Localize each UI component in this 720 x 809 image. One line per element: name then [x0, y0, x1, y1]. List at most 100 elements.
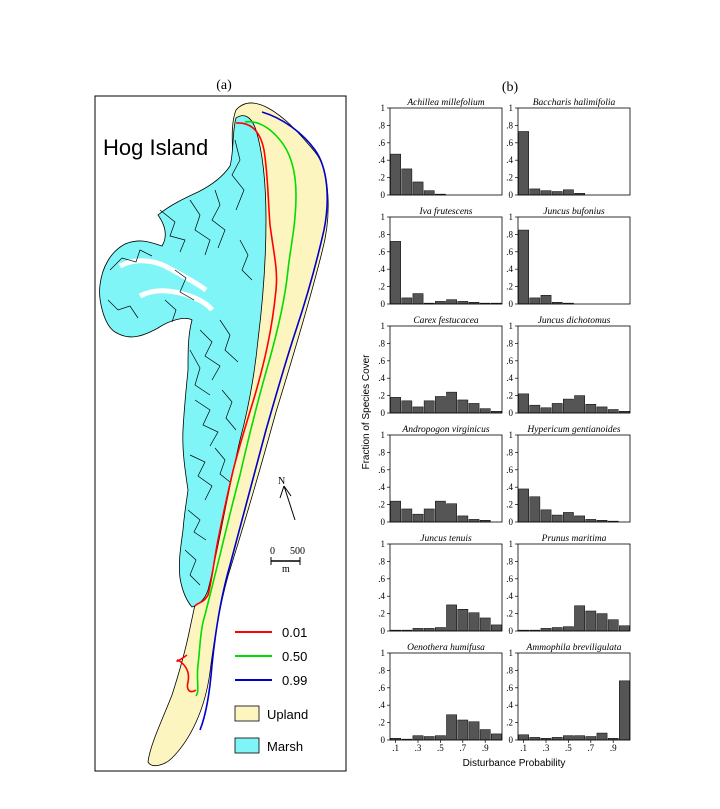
y-tick-label: 1 [381, 430, 386, 440]
bar [551, 403, 563, 414]
x-tick-label: .1 [392, 743, 399, 753]
y-tick-label: .6 [506, 138, 513, 148]
bar [412, 406, 424, 414]
bar-panel: Achillea millefolium 0 .2 .4 .6 .8 1 [378, 97, 503, 200]
bar [574, 395, 585, 414]
x-tick-label: .3 [415, 743, 422, 753]
map-title: Hog Island [103, 135, 208, 160]
y-tick-label: .8 [506, 229, 513, 239]
bar [491, 624, 502, 632]
north-arrow-icon [279, 485, 296, 521]
bar [596, 732, 608, 741]
bar [412, 513, 424, 523]
y-tick-label: 0 [509, 735, 514, 745]
bar [518, 393, 529, 414]
plot-frame [389, 107, 503, 196]
y-tick-label: 0 [381, 190, 386, 200]
panel-a-label: (a) [216, 78, 232, 93]
plot-frame [389, 543, 503, 632]
bar [563, 626, 574, 632]
contour-0.50 [195, 120, 297, 697]
bar-panel: Juncus dichotomus 0 .2 .4 .6 .8 1 [506, 316, 631, 418]
bar [540, 509, 552, 523]
y-tick-label: .6 [378, 247, 385, 257]
y-tick-label: 1 [509, 539, 514, 549]
plot-frame [389, 216, 503, 305]
bar [540, 295, 552, 305]
panel-species-title: Juncus tenuis [420, 534, 472, 544]
bar [457, 609, 469, 632]
bar [390, 397, 401, 414]
bar [468, 721, 480, 741]
bar [518, 488, 529, 523]
bar [529, 404, 541, 414]
y-tick-label: .2 [378, 391, 385, 401]
scale-unit: m [282, 564, 290, 575]
bar [390, 241, 401, 305]
bar [574, 735, 585, 741]
y-tick-label: .8 [506, 338, 513, 348]
plot-frame [517, 216, 631, 305]
y-tick-label: .8 [378, 556, 385, 566]
x-tick-label: .1 [520, 743, 527, 753]
bar [585, 404, 597, 414]
bar-panel: Baccharis halimifolia 0 .2 .4 .6 .8 1 [506, 97, 631, 200]
plot-frame [517, 434, 631, 523]
y-tick-label: .2 [378, 609, 385, 619]
bar [412, 293, 424, 305]
y-tick-label: .6 [506, 465, 513, 475]
bar [529, 496, 541, 523]
y-tick-label: .2 [378, 500, 385, 510]
y-tick-label: .2 [378, 718, 385, 728]
bar-panel: Juncus bufonius 0 .2 .4 .6 .8 1 [506, 206, 631, 309]
bar [446, 604, 457, 632]
bar [390, 153, 401, 196]
bar-panel: Carex festucacea 0 .2 .4 .6 .8 1 [378, 315, 503, 418]
x-tick-label: .7 [459, 743, 466, 753]
y-tick-label: .6 [378, 574, 385, 584]
bar [435, 735, 446, 741]
legend-label-0.50: 0.50 [282, 649, 307, 664]
x-tick-label: .5 [565, 743, 572, 753]
x-tick-label: .9 [610, 743, 617, 753]
y-tick-label: 0 [509, 626, 514, 636]
bar-panel: Iva frutescens 0 .2 .4 .6 .8 1 [378, 206, 503, 309]
bar [563, 189, 574, 196]
y-tick-label: .6 [506, 356, 513, 366]
panel-species-title: Iva frutescens [418, 206, 472, 217]
y-tick-label: .6 [378, 465, 385, 475]
bar [551, 191, 563, 196]
y-tick-label: .6 [506, 574, 513, 584]
y-tick-label: 0 [509, 299, 514, 309]
bar [563, 398, 574, 414]
bar [540, 190, 552, 196]
bar [401, 168, 413, 196]
y-tick-label: 1 [381, 648, 386, 658]
bar [596, 613, 608, 632]
x-axis-label: Disturbance Probability [463, 758, 566, 769]
bar-panel: Juncus tenuis 0 .2 .4 .6 .8 1 [378, 534, 503, 636]
plot-frame [517, 652, 631, 741]
y-tick-label: .8 [378, 665, 385, 675]
bar [457, 515, 469, 523]
plot-frame [517, 325, 631, 414]
y-tick-label: .4 [506, 264, 513, 274]
panel-species-title: Achillea millefolium [406, 97, 484, 108]
bar-panel: Oenothera humifusa 0 .2 .4 .6 .8 1 .1 .3 .5 .7 .9 [378, 642, 503, 753]
bar [457, 399, 469, 414]
y-tick-label: .8 [506, 665, 513, 675]
bar-panel: Ammophila breviligulata 0 .2 .4 .6 .8 1 .1 .3 .5.… [506, 643, 631, 753]
bar [529, 188, 541, 196]
map-legend: 0.01 0.50 0.99 Upland Marsh [234, 625, 308, 754]
bar [446, 299, 457, 305]
bar [435, 500, 446, 523]
bar-panel: Andropogon virginicus 0 .2 .4 .6 .8 1 [378, 425, 503, 527]
y-tick-label: .4 [378, 591, 385, 601]
y-tick-label: .4 [378, 700, 385, 710]
bar [540, 407, 552, 414]
y-tick-label: .8 [378, 120, 385, 130]
bar [446, 714, 457, 741]
y-tick-label: .2 [378, 173, 385, 183]
bar [607, 619, 619, 632]
y-tick-label: 1 [509, 212, 514, 222]
